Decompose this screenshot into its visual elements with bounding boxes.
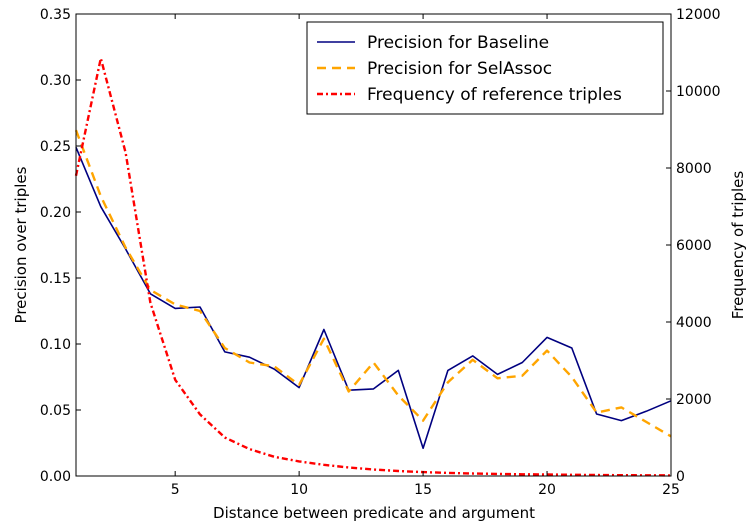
y-right-tick-label: 4000 — [676, 315, 712, 331]
y-left-tick-label: 0.25 — [40, 139, 71, 155]
chart-marks — [74, 57, 672, 477]
x-tick-label: 5 — [171, 482, 180, 498]
series-line-3 — [74, 57, 672, 477]
x-tick-label: 20 — [538, 482, 556, 498]
series-line-2 — [74, 129, 672, 438]
series-line-1 — [75, 146, 672, 450]
legend: Precision for Baseline Precision for SelA… — [306, 21, 664, 115]
y-right-tick-label: 12000 — [676, 7, 721, 23]
y-left-tick-label: 0.30 — [40, 73, 71, 89]
legend-label-3: Frequency of reference triples — [367, 85, 622, 105]
legend-label-2: Precision for SelAssoc — [367, 59, 552, 79]
x-tick-label: 15 — [414, 482, 432, 498]
y-axis-left-title: Precision over triples — [12, 166, 30, 323]
plot-frame — [75, 13, 672, 477]
x-axis-title: Distance between predicate and argument — [213, 504, 535, 522]
x-tick-label: 10 — [290, 482, 308, 498]
y-left-tick-label: 0.15 — [40, 271, 71, 287]
y-right-tick-label: 6000 — [676, 238, 712, 254]
y-left-tick-label: 0.20 — [40, 205, 71, 221]
y-axis-right-title: Frequency of triples — [729, 171, 747, 320]
y-right-tick-label: 10000 — [676, 84, 721, 100]
y-left-tick-label: 0.10 — [40, 337, 71, 353]
chart-ticks: 5 10 15 20 25 0.00 0.05 0.10 0.15 0.20 0.25 0.30 0.3… — [40, 7, 721, 498]
y-left-tick-label: 0.35 — [40, 7, 71, 23]
x-tick-label: 25 — [662, 482, 680, 498]
legend-label-1: Precision for Baseline — [367, 33, 549, 53]
y-right-tick-label: 0 — [676, 469, 685, 485]
y-left-tick-label: 0.00 — [40, 469, 71, 485]
y-right-tick-label: 8000 — [676, 161, 712, 177]
legend-box — [306, 21, 664, 115]
y-left-tick-label: 0.05 — [40, 403, 71, 419]
y-right-tick-label: 2000 — [676, 392, 712, 408]
